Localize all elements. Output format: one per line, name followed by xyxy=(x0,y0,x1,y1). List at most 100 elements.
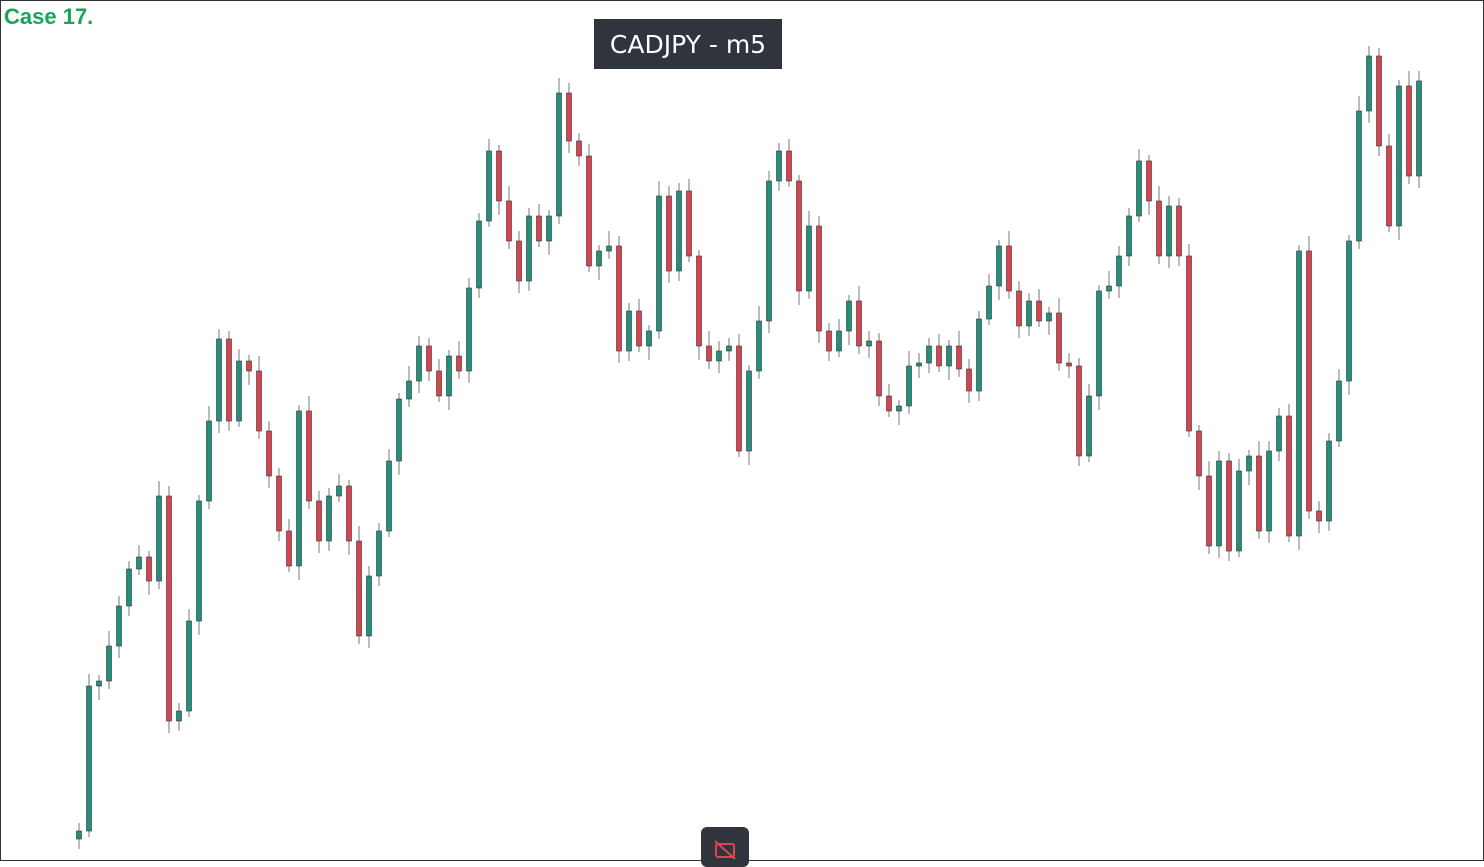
candle-body xyxy=(506,200,512,242)
candle-body xyxy=(976,318,982,392)
candle-body xyxy=(906,365,912,407)
candle-body xyxy=(1246,455,1252,472)
candle-body xyxy=(666,195,672,272)
candle-body xyxy=(176,710,182,722)
camera-icon xyxy=(714,840,736,860)
candle-body xyxy=(446,355,452,397)
candle-body xyxy=(416,345,422,382)
candle-body xyxy=(886,395,892,412)
candle-body xyxy=(1096,290,1102,397)
candle-body xyxy=(726,345,732,352)
candle-body xyxy=(926,345,932,364)
candle-body xyxy=(616,245,622,352)
candle-body xyxy=(426,345,432,372)
candle-body xyxy=(386,460,392,532)
candle-body xyxy=(826,330,832,352)
candle-body xyxy=(1076,365,1082,457)
candle-body xyxy=(1376,55,1382,147)
candle-body xyxy=(1156,200,1162,257)
candle-body xyxy=(76,830,82,840)
candle-body xyxy=(486,150,492,222)
camera-button[interactable] xyxy=(701,827,749,867)
candle-body xyxy=(786,150,792,182)
candle-body xyxy=(1026,300,1032,327)
candle-body xyxy=(1346,240,1352,382)
candle-body xyxy=(166,495,172,722)
candle-body xyxy=(966,368,972,392)
candle-body xyxy=(816,225,822,332)
candle-body xyxy=(186,620,192,712)
candle-body xyxy=(1146,160,1152,202)
candle-body xyxy=(326,495,332,542)
candle-body xyxy=(436,370,442,397)
candle-body xyxy=(766,180,772,322)
candle-body xyxy=(596,250,602,267)
candle-body xyxy=(936,345,942,367)
candle-body xyxy=(286,530,292,567)
candle-body xyxy=(86,685,92,832)
candle-body xyxy=(1186,255,1192,432)
candle-body xyxy=(856,300,862,347)
candle-body xyxy=(116,605,122,647)
candle-body xyxy=(1126,215,1132,257)
candle-body xyxy=(396,398,402,462)
candle-body xyxy=(1086,395,1092,457)
candle-body xyxy=(696,255,702,347)
case-title: Case 17. xyxy=(4,4,94,29)
candle-body xyxy=(1256,455,1262,532)
candle-body xyxy=(1196,430,1202,477)
candle-body xyxy=(336,485,342,497)
candle-body xyxy=(126,568,132,607)
candle-body xyxy=(1366,55,1372,112)
candle-body xyxy=(466,287,472,372)
candle-body xyxy=(1046,312,1052,322)
candle-body xyxy=(636,310,642,347)
candle-body xyxy=(1206,475,1212,547)
candle-body xyxy=(546,215,552,242)
candle-body xyxy=(1276,415,1282,452)
candle-body xyxy=(216,338,222,422)
candle-body xyxy=(516,240,522,282)
candle-body xyxy=(1286,415,1292,537)
candle-body xyxy=(146,556,152,582)
candle-body xyxy=(836,330,842,352)
candle-body xyxy=(1166,205,1172,257)
candle-body xyxy=(496,150,502,202)
candle-body xyxy=(226,338,232,422)
candle-body xyxy=(896,405,902,412)
candle-body xyxy=(1176,205,1182,257)
candle-body xyxy=(756,320,762,372)
candle-body xyxy=(806,225,812,292)
candle-body xyxy=(246,360,252,372)
candle-body xyxy=(686,190,692,257)
candle-body xyxy=(236,360,242,422)
candle-body xyxy=(196,500,202,622)
candle-body xyxy=(1006,245,1012,292)
candle-body xyxy=(1016,290,1022,327)
candle-body xyxy=(206,420,212,502)
candle-body xyxy=(106,645,112,682)
candle-body xyxy=(1106,285,1112,292)
candle-body xyxy=(1406,85,1412,177)
candle-body xyxy=(1396,85,1402,227)
candle-body xyxy=(456,355,462,372)
candle-body xyxy=(1226,460,1232,552)
candle-body xyxy=(706,345,712,362)
candle-body xyxy=(526,215,532,282)
candle-body xyxy=(306,410,312,502)
candle-body xyxy=(776,150,782,182)
candle-body xyxy=(1356,110,1362,242)
candle-body xyxy=(316,500,322,542)
candle-body xyxy=(346,485,352,542)
candle-body xyxy=(1036,300,1042,322)
candle-body xyxy=(96,680,102,687)
candle-body xyxy=(566,92,572,142)
candle-body xyxy=(1056,312,1062,364)
candle-body xyxy=(626,310,632,352)
candle-body xyxy=(876,340,882,397)
candle-body xyxy=(1306,250,1312,512)
candle-body xyxy=(296,410,302,567)
candle-body xyxy=(366,575,372,637)
candle-body xyxy=(156,495,162,582)
